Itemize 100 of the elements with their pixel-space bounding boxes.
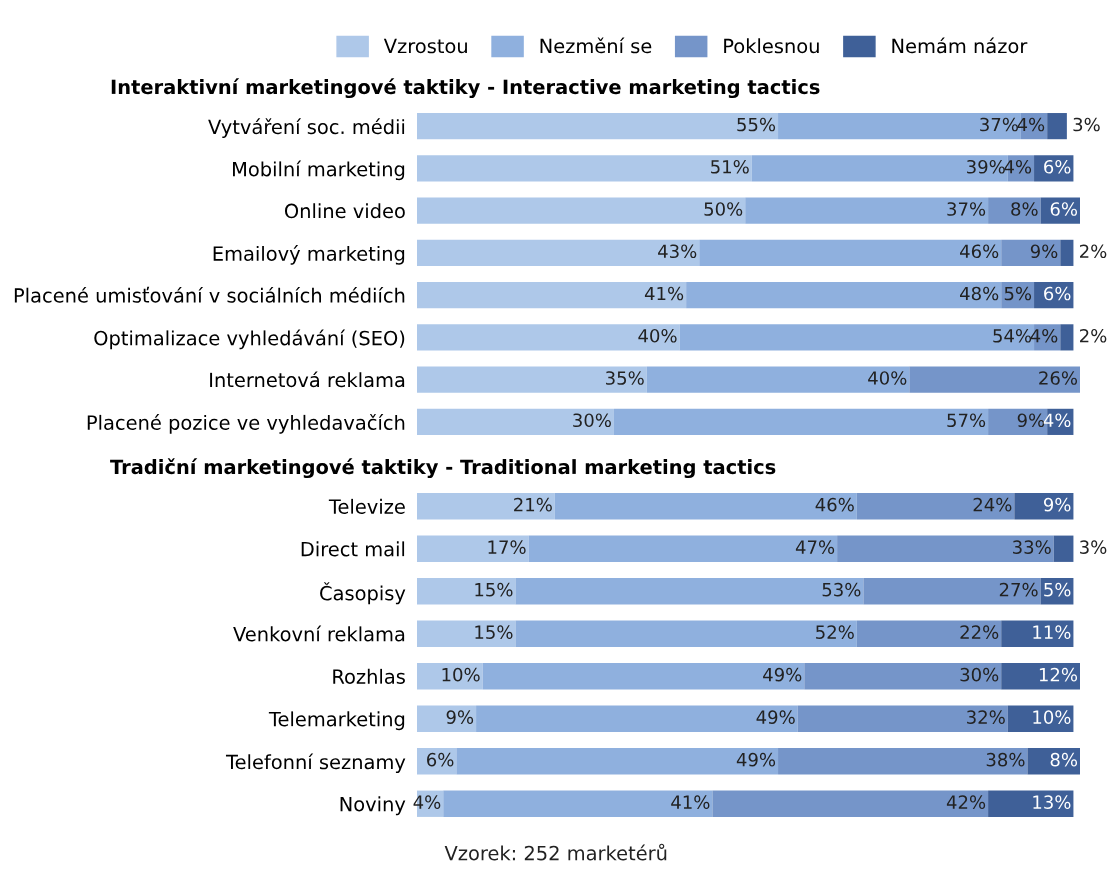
data-label: 57% bbox=[947, 413, 986, 428]
bar bbox=[417, 535, 529, 562]
legend-label: Nezmění se bbox=[540, 37, 652, 54]
data-label: 11% bbox=[1033, 625, 1071, 639]
data-label: 55% bbox=[737, 117, 776, 132]
data-label: 6% bbox=[1044, 159, 1071, 174]
bar bbox=[613, 408, 989, 435]
data-label: 35% bbox=[606, 371, 644, 385]
data-label: 30% bbox=[573, 413, 611, 428]
data-label: 54% bbox=[993, 328, 1032, 343]
bar bbox=[699, 239, 1002, 266]
data-label: 51% bbox=[711, 159, 749, 174]
bar bbox=[1014, 493, 1074, 520]
data-label: 27% bbox=[999, 582, 1038, 597]
data-label: 30% bbox=[960, 667, 999, 682]
data-label: 22% bbox=[960, 625, 999, 639]
bar bbox=[1001, 620, 1074, 647]
data-label: 39% bbox=[967, 159, 1005, 174]
bar bbox=[482, 663, 805, 690]
data-label: 4% bbox=[1004, 159, 1032, 174]
y-tick-label: Emailový marketing bbox=[213, 245, 405, 265]
data-label: 50% bbox=[704, 202, 743, 216]
data-label: 46% bbox=[960, 244, 999, 259]
data-label: 9% bbox=[1043, 497, 1071, 512]
text: Vzorek: 252 marketérů bbox=[444, 843, 667, 861]
y-tick-label: Telefonní seznamy bbox=[225, 753, 406, 774]
bar bbox=[1027, 748, 1080, 775]
data-label: 17% bbox=[488, 540, 526, 554]
data-label: 10% bbox=[1033, 710, 1071, 724]
bar bbox=[417, 620, 516, 647]
bar bbox=[745, 197, 989, 224]
data-label: 38% bbox=[986, 752, 1025, 767]
y-tick-label: Noviny bbox=[340, 796, 406, 816]
y-tick-label: Optimalizace vyhledávání (SEO) bbox=[94, 329, 405, 350]
data-label: 6% bbox=[1044, 286, 1071, 301]
data-label: 3% bbox=[1080, 540, 1107, 554]
data-label: 4% bbox=[1030, 328, 1058, 343]
bar bbox=[837, 535, 1054, 562]
bar bbox=[804, 663, 1002, 690]
data-label: 6% bbox=[427, 752, 454, 767]
data-label: 2% bbox=[1080, 244, 1107, 259]
y-tick-label: Internetová reklama bbox=[210, 371, 405, 388]
legend-label: Nemám názor bbox=[892, 37, 1028, 54]
bar bbox=[856, 620, 1002, 647]
bar bbox=[1060, 239, 1074, 266]
bar bbox=[417, 408, 614, 435]
bar bbox=[1047, 113, 1067, 140]
data-label: 53% bbox=[822, 582, 861, 597]
data-label: 15% bbox=[475, 625, 513, 639]
data-label: 43% bbox=[658, 244, 697, 259]
data-label: 8% bbox=[1011, 202, 1038, 216]
bar bbox=[476, 705, 798, 732]
data-label: 41% bbox=[644, 286, 684, 301]
bar bbox=[443, 790, 713, 817]
data-label: 21% bbox=[514, 497, 552, 512]
y-tick-label: Online video bbox=[284, 203, 405, 219]
bar bbox=[988, 790, 1074, 817]
bar bbox=[554, 493, 857, 520]
data-label: 4% bbox=[1043, 413, 1071, 428]
data-label: 49% bbox=[763, 667, 802, 682]
y-tick-label: Časopisy bbox=[320, 582, 406, 605]
bar bbox=[417, 705, 477, 732]
data-label: 5% bbox=[1004, 286, 1032, 301]
y-tick-label: Venkovní reklama bbox=[233, 625, 405, 642]
bar bbox=[417, 155, 752, 182]
bar bbox=[528, 535, 838, 562]
bar bbox=[646, 366, 910, 393]
bar bbox=[417, 324, 680, 351]
data-label: 6% bbox=[1050, 202, 1078, 216]
bar bbox=[515, 578, 864, 605]
data-label: 2% bbox=[1080, 328, 1107, 343]
data-label: 5% bbox=[1044, 582, 1071, 597]
data-label: 4% bbox=[413, 795, 441, 809]
data-label: 42% bbox=[946, 795, 986, 809]
data-label: 3% bbox=[1073, 117, 1100, 132]
data-label: 32% bbox=[967, 710, 1005, 724]
y-tick-label: Televize bbox=[328, 498, 405, 514]
y-tick-label: Mobilní marketing bbox=[233, 160, 405, 181]
bar bbox=[1060, 324, 1074, 351]
y-tick-label: Rozhlas bbox=[333, 668, 405, 684]
data-label: 4% bbox=[1017, 117, 1045, 132]
y-tick-label: Direct mail bbox=[301, 541, 405, 557]
data-label: 40% bbox=[868, 371, 907, 385]
bar bbox=[686, 282, 1002, 309]
bar bbox=[417, 493, 555, 520]
data-label: 15% bbox=[475, 582, 513, 597]
data-label: 12% bbox=[1039, 667, 1078, 682]
bar bbox=[456, 748, 779, 775]
data-label: 9% bbox=[446, 710, 474, 724]
y-tick-label: Telemarketing bbox=[268, 711, 405, 731]
data-label: 49% bbox=[736, 752, 776, 767]
bar bbox=[417, 197, 746, 224]
data-label: 10% bbox=[442, 667, 480, 682]
data-label: 9% bbox=[1030, 244, 1058, 259]
bar bbox=[417, 578, 516, 605]
data-label: 33% bbox=[1013, 540, 1051, 554]
data-label: 37% bbox=[980, 117, 1018, 132]
chart-title: Interaktivní marketingové taktiky - Interactive marketing tactics bbox=[111, 78, 820, 99]
data-label: 9% bbox=[1017, 413, 1045, 428]
bar bbox=[417, 113, 779, 140]
